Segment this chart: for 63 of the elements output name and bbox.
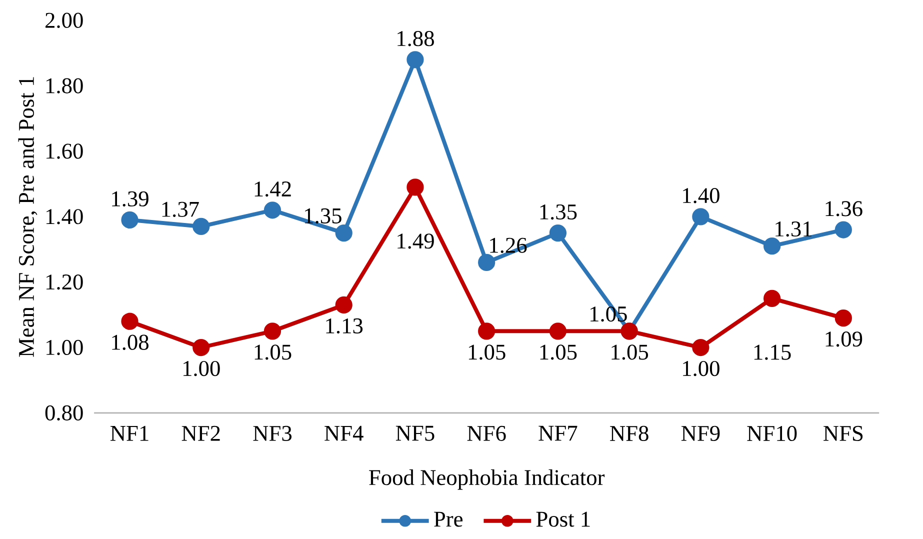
point bbox=[549, 224, 566, 242]
x-tick-label: NF3 bbox=[253, 426, 292, 441]
point bbox=[834, 221, 852, 238]
x-tick-label: NF6 bbox=[467, 426, 506, 441]
legend-label: Pre bbox=[434, 512, 463, 527]
point bbox=[335, 224, 352, 242]
x-tick-label: NF4 bbox=[324, 426, 364, 440]
data-label: 1.13 bbox=[326, 318, 363, 334]
data-label: 1.05 bbox=[540, 344, 577, 360]
x-tick-label: NF7 bbox=[538, 426, 578, 440]
data-label: 1.15 bbox=[754, 344, 791, 360]
point bbox=[549, 322, 566, 340]
data-label: 1.42 bbox=[254, 181, 291, 196]
data-label: 1.05 bbox=[254, 344, 292, 360]
data-label: 1.37 bbox=[162, 202, 199, 217]
x-tick-label: NFS bbox=[824, 426, 863, 441]
point bbox=[763, 290, 781, 307]
y-tick-label: 1.80 bbox=[46, 78, 83, 94]
data-label: 1.36 bbox=[826, 200, 862, 216]
y-tick-label: 1.40 bbox=[46, 208, 83, 224]
point bbox=[834, 309, 852, 326]
point bbox=[763, 237, 781, 254]
y-tick-label: 0.80 bbox=[45, 405, 83, 420]
point bbox=[121, 211, 138, 228]
point bbox=[406, 178, 424, 196]
point bbox=[335, 296, 352, 314]
y-tick-label: 1.60 bbox=[46, 143, 83, 159]
data-label: 1.35 bbox=[540, 204, 577, 220]
point bbox=[192, 338, 210, 356]
y-tick-label: 1.00 bbox=[46, 340, 83, 355]
x-tick-label: NF5 bbox=[396, 426, 434, 441]
y-tick-label: 1.20 bbox=[46, 274, 83, 290]
data-label: 1.00 bbox=[183, 360, 220, 376]
data-label: 1.05 bbox=[468, 344, 506, 360]
data-label: 1.26 bbox=[490, 238, 527, 253]
data-label: 1.31 bbox=[776, 221, 812, 236]
point bbox=[478, 254, 496, 271]
x-axis-title: Food Neophobia Indicator bbox=[369, 469, 605, 490]
data-label: 1.88 bbox=[398, 30, 434, 46]
point bbox=[121, 312, 138, 330]
y-tick-label: 2.00 bbox=[46, 12, 83, 28]
data-label: 1.35 bbox=[305, 208, 342, 224]
data-label: 1.40 bbox=[683, 188, 720, 204]
x-tick-label: NF1 bbox=[110, 426, 148, 441]
data-label: 1.08 bbox=[112, 334, 148, 350]
point bbox=[478, 322, 496, 340]
point bbox=[692, 208, 710, 226]
x-tick-label: NF8 bbox=[610, 426, 648, 441]
point bbox=[192, 218, 210, 235]
data-label: 1.39 bbox=[112, 191, 148, 206]
point bbox=[406, 50, 424, 68]
x-tick-label: NF2 bbox=[182, 426, 220, 441]
y-axis-title: Mean NF Score, Pre and Post 1 bbox=[18, 76, 38, 357]
x-tick-label: NF10 bbox=[747, 426, 797, 441]
legend-label: Post 1 bbox=[536, 512, 590, 527]
x-tick-label: NF9 bbox=[681, 426, 720, 441]
point bbox=[264, 322, 282, 340]
point bbox=[692, 338, 710, 356]
data-label: 1.49 bbox=[398, 233, 434, 249]
data-label: 1.05 bbox=[612, 344, 648, 360]
data-label: 1.09 bbox=[826, 331, 862, 347]
point bbox=[264, 201, 282, 219]
data-label: 1.00 bbox=[683, 360, 720, 376]
